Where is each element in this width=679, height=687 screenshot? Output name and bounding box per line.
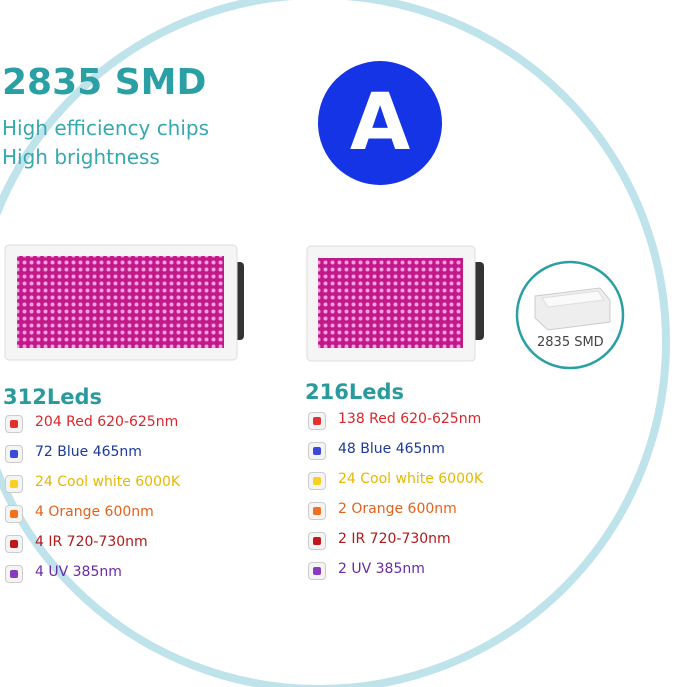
led-icon (5, 505, 23, 523)
led-spec: 4 UV 385nm (35, 564, 122, 580)
led-icon (5, 415, 23, 433)
led-icon (308, 502, 326, 520)
led-icon (308, 442, 326, 460)
led-spec: 24 Cool white 6000K (35, 474, 181, 490)
led-spec: 48 Blue 465nm (338, 441, 445, 457)
led-spec: 2 Orange 600nm (338, 501, 457, 517)
panel-1 (4, 244, 244, 361)
title: 2835 SMD (2, 62, 207, 103)
led-spec: 2 UV 385nm (338, 561, 425, 577)
badge-circle (318, 61, 442, 185)
led-icon (308, 562, 326, 580)
led-spec: 24 Cool white 6000K (338, 471, 484, 487)
led-count: 312Leds (3, 385, 102, 409)
panel-2 (306, 245, 484, 362)
led-icon (308, 412, 326, 430)
led-spec: 138 Red 620-625nm (338, 411, 482, 427)
led-icon (308, 532, 326, 550)
led-spec: 72 Blue 465nm (35, 444, 142, 460)
led-icon (5, 475, 23, 493)
led-icon (308, 472, 326, 490)
led-spec: 4 Orange 600nm (35, 504, 154, 520)
subtitle: High efficiency chips (2, 116, 210, 140)
subtitle: High brightness (2, 145, 160, 169)
led-spec: 4 IR 720-730nm (35, 534, 148, 550)
led-icon (5, 445, 23, 463)
led-icon (5, 535, 23, 553)
led-spec: 2 IR 720-730nm (338, 531, 451, 547)
led-icon (5, 565, 23, 583)
badge: A (349, 78, 411, 168)
chip-label: 2835 SMD (537, 335, 604, 350)
led-spec: 204 Red 620-625nm (35, 414, 179, 430)
led-count: 216Leds (305, 380, 404, 404)
chip-callout (515, 260, 625, 370)
